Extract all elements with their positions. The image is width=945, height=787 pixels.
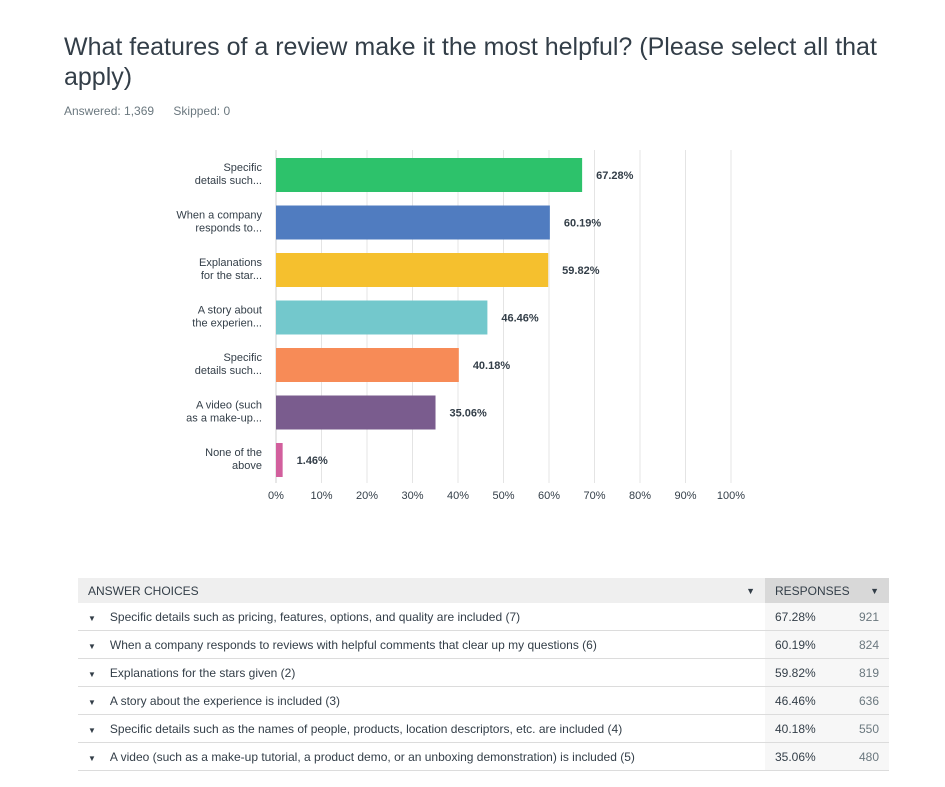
question-title: What features of a review make it the mo… <box>64 33 877 91</box>
x-tick-label: 50% <box>492 490 514 502</box>
category-label-line: details such... <box>195 365 262 377</box>
x-tick-label: 80% <box>629 490 651 502</box>
answer-choice-cell: ▼ Specific details such as the names of p… <box>78 714 765 743</box>
category-label-line: None of the <box>205 447 262 459</box>
answered-count: Answered: 1,369 <box>64 104 155 118</box>
data-label: 60.19% <box>564 218 602 230</box>
category-label-line: Explanations <box>199 257 262 269</box>
expand-caret-icon[interactable]: ▼ <box>88 669 96 679</box>
x-tick-label: 60% <box>538 490 560 502</box>
category-label: When a company responds to... <box>176 210 262 235</box>
category-label-line: details such... <box>195 175 262 187</box>
table-row: ▼ When a company responds to reviews with… <box>78 630 889 659</box>
data-label: 59.82% <box>562 265 600 277</box>
answer-choice-label: Specific details such as pricing, featur… <box>109 609 521 624</box>
category-label-line: Specific <box>223 352 262 364</box>
answer-choices-header-label: ANSWER CHOICES <box>88 583 199 598</box>
response-count: 480 <box>837 742 889 771</box>
bar[interactable] <box>276 300 488 335</box>
response-count: 550 <box>837 714 889 743</box>
expand-caret-icon[interactable]: ▼ <box>88 725 96 735</box>
response-percent: 46.46% <box>765 686 837 715</box>
table-row: ▼ A story about the experience is include… <box>78 686 889 715</box>
bar[interactable] <box>276 348 459 382</box>
data-label: 1.46% <box>297 455 328 467</box>
sort-caret-icon[interactable]: ▼ <box>870 585 879 596</box>
expand-caret-icon[interactable]: ▼ <box>88 697 96 707</box>
response-percent: 40.18% <box>765 714 837 743</box>
expand-caret-icon[interactable]: ▼ <box>88 753 96 763</box>
responses-header-label: RESPONSES <box>775 583 850 598</box>
expand-caret-icon[interactable]: ▼ <box>88 641 96 651</box>
data-label: 40.18% <box>473 360 511 372</box>
category-label: None of the above <box>205 447 262 472</box>
bar[interactable] <box>276 253 549 287</box>
answer-choice-cell: ▼ A video (such as a make-up tutorial, a … <box>78 742 765 771</box>
response-count: 636 <box>837 686 889 715</box>
table-row: ▼ Specific details such as the names of p… <box>78 714 889 743</box>
category-label-line: above <box>232 460 262 472</box>
category-label-line: A video (such <box>196 400 262 412</box>
category-label-line: responds to... <box>195 223 262 235</box>
category-label-line: for the star... <box>201 270 262 282</box>
response-count: 921 <box>837 603 889 631</box>
category-label-line: the experien... <box>192 318 262 330</box>
responses-header[interactable]: RESPONSES ▼ <box>765 578 889 603</box>
data-label: 67.28% <box>596 170 634 182</box>
x-tick-label: 20% <box>356 490 378 502</box>
data-label: 46.46% <box>501 313 539 325</box>
response-percent: 35.06% <box>765 742 837 771</box>
answer-choice-label: A video (such as a make-up tutorial, a p… <box>109 749 635 764</box>
answer-table: ANSWER CHOICES ▼ RESPONSES ▼ ▼ Specific d… <box>78 578 889 771</box>
answer-choice-cell: ▼ When a company responds to reviews with… <box>78 630 765 659</box>
response-percent: 60.19% <box>765 630 837 659</box>
bar[interactable] <box>276 395 436 430</box>
answer-choices-header[interactable]: ANSWER CHOICES ▼ <box>78 578 765 603</box>
x-tick-label: 90% <box>674 490 696 502</box>
bar-chart: 0% 10% 20% 30% 40% 50% 60% 70% 80% 90% 100% 67.28% S… <box>176 150 745 502</box>
category-label: Explanations for the star... <box>199 257 262 282</box>
table-row: ▼ A video (such as a make-up tutorial, a … <box>78 742 889 771</box>
answer-choice-label: Specific details such as the names of pe… <box>109 721 623 736</box>
category-label: Specific details such... <box>195 352 263 377</box>
x-tick-label: 40% <box>447 490 469 502</box>
expand-caret-icon[interactable]: ▼ <box>88 613 96 623</box>
response-count: 824 <box>837 630 889 659</box>
x-tick-label: 10% <box>310 490 332 502</box>
table-header-row: ANSWER CHOICES ▼ RESPONSES ▼ <box>78 578 889 603</box>
answer-choice-cell: ▼ Specific details such as pricing, featu… <box>78 603 765 631</box>
skipped-count: Skipped: 0 <box>173 104 231 118</box>
table-row: ▼ Explanations for the stars given (2) 59.… <box>78 658 889 687</box>
category-label: A video (such as a make-up... <box>186 400 262 425</box>
category-label: Specific details such... <box>195 162 263 187</box>
response-count: 819 <box>837 658 889 687</box>
category-label-line: Specific <box>223 162 262 174</box>
x-tick-label: 70% <box>583 490 605 502</box>
x-tick-label: 0% <box>268 490 284 502</box>
x-tick-label: 30% <box>401 490 423 502</box>
table-row: ▼ Specific details such as pricing, featu… <box>78 603 889 631</box>
response-percent: 67.28% <box>765 603 837 631</box>
answer-choice-label: When a company responds to reviews with … <box>109 637 597 652</box>
bar[interactable] <box>276 205 550 240</box>
response-summary: Answered: 1,369 Skipped: 0 <box>64 104 246 118</box>
category-label-line: A story about <box>198 305 262 317</box>
answer-choice-label: Explanations for the stars given (2) <box>109 665 296 680</box>
answer-choice-label: A story about the experience is included… <box>109 693 341 708</box>
category-label-line: as a make-up... <box>186 413 262 425</box>
bar[interactable] <box>276 158 583 192</box>
bar[interactable] <box>276 443 283 477</box>
category-label: A story about the experien... <box>192 305 262 330</box>
answer-choice-cell: ▼ A story about the experience is include… <box>78 686 765 715</box>
answer-choice-cell: ▼ Explanations for the stars given (2) <box>78 658 765 687</box>
sort-caret-icon[interactable]: ▼ <box>746 585 755 596</box>
data-label: 35.06% <box>450 408 488 420</box>
x-tick-label: 100% <box>717 490 745 502</box>
response-percent: 59.82% <box>765 658 837 687</box>
category-label-line: When a company <box>176 210 262 222</box>
